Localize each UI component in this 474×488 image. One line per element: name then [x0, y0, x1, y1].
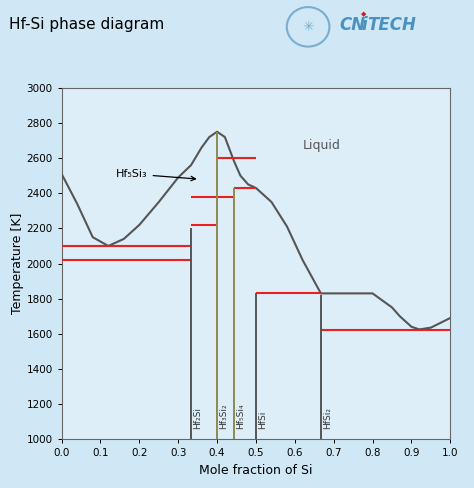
X-axis label: Mole fraction of Si: Mole fraction of Si: [199, 464, 313, 477]
Text: Hf₃Si₂: Hf₃Si₂: [219, 403, 228, 428]
Text: Hf₅Si₃: Hf₅Si₃: [116, 169, 195, 181]
Text: Liquid: Liquid: [302, 140, 340, 152]
Text: Hf₅Si₄: Hf₅Si₄: [237, 403, 246, 428]
Text: Hf-Si phase diagram: Hf-Si phase diagram: [9, 17, 165, 32]
Text: TECH: TECH: [367, 16, 416, 34]
Text: HfSi: HfSi: [258, 410, 267, 428]
Text: CN: CN: [339, 16, 365, 34]
Y-axis label: Temperature [K]: Temperature [K]: [10, 213, 24, 314]
Text: ✳: ✳: [302, 20, 314, 34]
Text: i: i: [361, 16, 367, 34]
Text: Hf₂Si: Hf₂Si: [193, 407, 202, 428]
Text: HfSi₂: HfSi₂: [323, 407, 332, 428]
Text: ◆: ◆: [361, 11, 366, 17]
